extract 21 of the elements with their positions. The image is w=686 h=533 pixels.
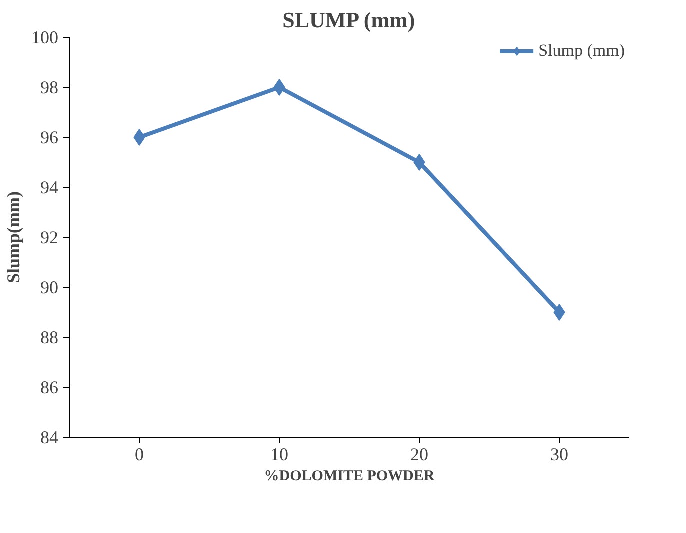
point	[134, 129, 146, 146]
y-tick-label: 98	[40, 78, 58, 98]
x-tick-label: 20	[410, 444, 428, 464]
chart-title: SLUMP (mm)	[282, 8, 416, 32]
y-tick-label: 88	[40, 328, 58, 348]
y-tick-label: 92	[40, 228, 58, 248]
legend-label: Slump (mm)	[538, 41, 625, 61]
point	[414, 154, 426, 171]
y-tick-label: 94	[40, 178, 58, 198]
y-tick-label: 96	[40, 128, 58, 148]
x-tick-label: 30	[550, 444, 568, 464]
x-tick-label: 0	[135, 444, 144, 464]
point	[274, 79, 286, 96]
point	[554, 304, 566, 321]
y-tick-label: 86	[40, 378, 58, 398]
y-tick-label: 90	[40, 278, 58, 298]
y-axis-title: Slump(mm)	[4, 191, 24, 284]
x-tick-label: 10	[270, 444, 288, 464]
y-tick-label: 100	[32, 28, 58, 48]
x-axis-title: %DOLOMITE POWDER	[264, 468, 435, 484]
y-tick-label: 84	[40, 428, 58, 448]
